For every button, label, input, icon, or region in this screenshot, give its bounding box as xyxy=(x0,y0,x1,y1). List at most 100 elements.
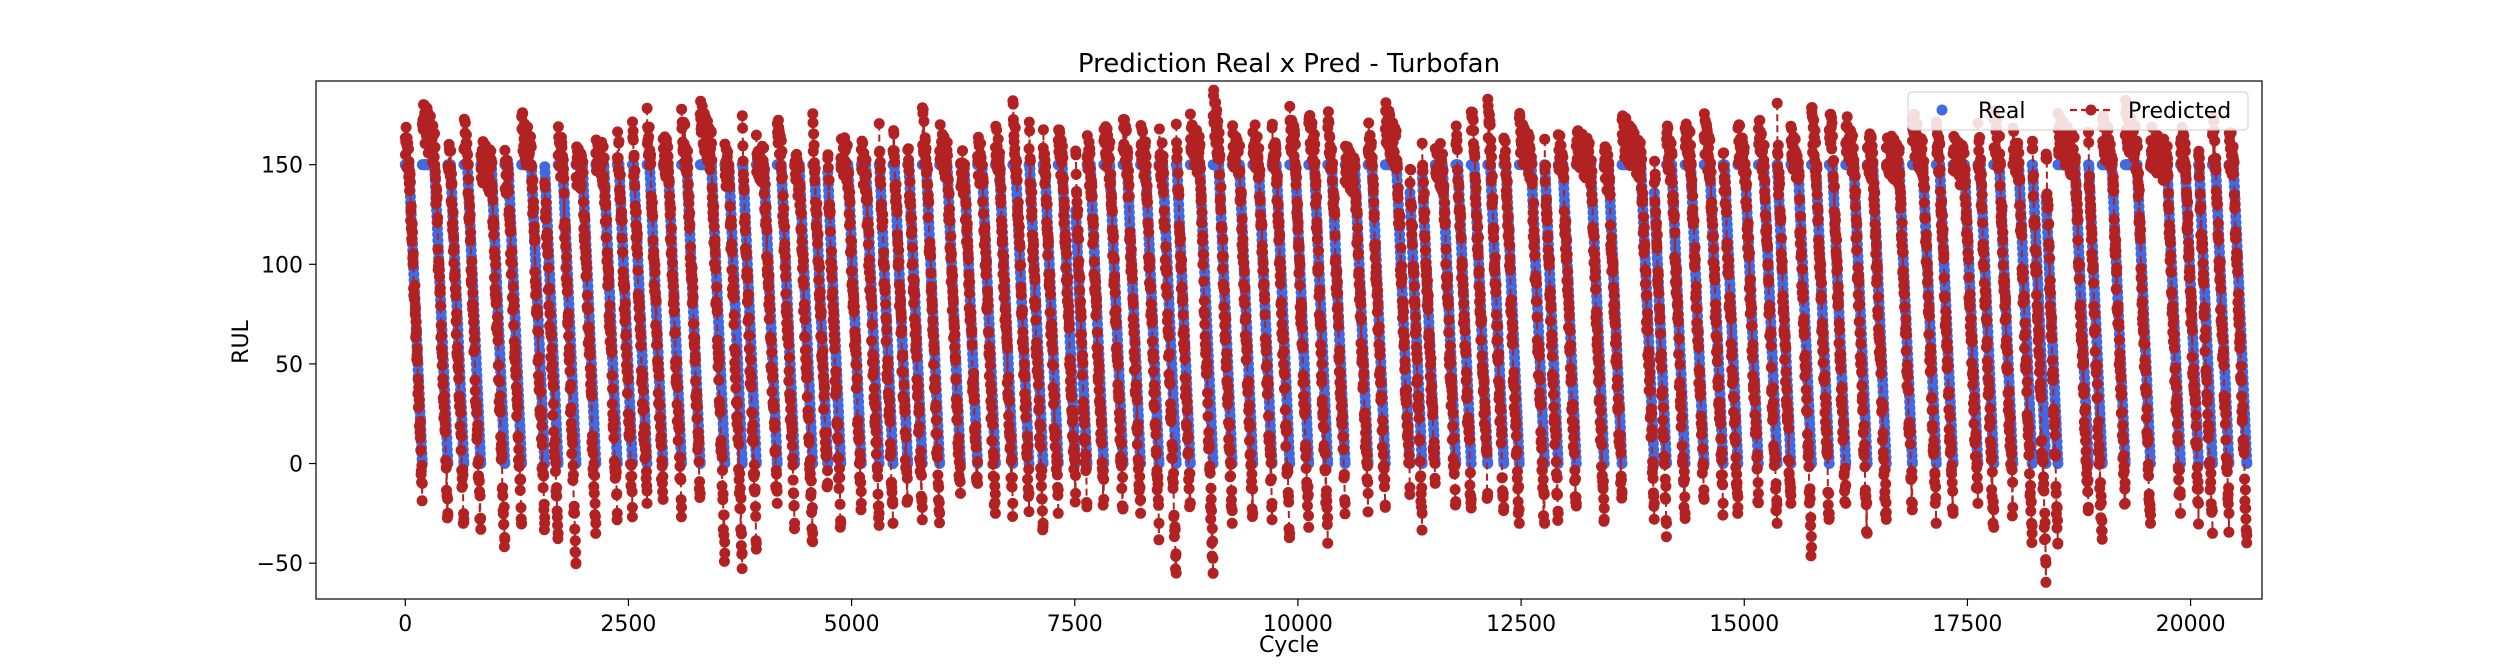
predicted-engine-points xyxy=(1907,108,1942,529)
predicted-engine-points xyxy=(972,131,1001,519)
predicted-engine-points xyxy=(2040,148,2064,550)
predicted-engine-points xyxy=(1482,93,1510,517)
predicted-engine-points xyxy=(2207,112,2235,538)
x-tick-label: 20000 xyxy=(2156,612,2226,637)
legend-real-label: Real xyxy=(1978,99,2025,124)
predicted-engine-points xyxy=(1679,118,1710,505)
predicted-engine-points xyxy=(1823,108,1852,509)
x-tick-label: 5000 xyxy=(824,612,880,637)
predicted-engine-points xyxy=(887,125,914,508)
x-axis: 0 2500 5000 7500 10000 12500 15000 17500 20000 xyxy=(398,599,2226,637)
predicted-engine-points xyxy=(934,119,966,499)
predicted-engine-points xyxy=(1379,97,1416,500)
predicted-engine-points xyxy=(822,149,847,533)
predicted-engine-points xyxy=(399,121,428,507)
predicted-engine-points xyxy=(2145,121,2186,519)
predicted-engine-points xyxy=(627,116,653,509)
predicted-engine-points xyxy=(1880,130,1918,516)
predicted-engine-points xyxy=(1598,141,1628,504)
y-tick-label: 50 xyxy=(275,353,303,378)
predicted-engine-points xyxy=(1153,123,1182,579)
predicted-engine-points xyxy=(1362,117,1391,513)
predicted-engine-points xyxy=(1661,120,1691,524)
predicted-engine-points xyxy=(2223,127,2253,549)
predicted-engine-points xyxy=(499,144,528,530)
predicted-engine-points xyxy=(990,120,1019,522)
predicted-engine-points xyxy=(552,121,582,570)
predicted-engine-points xyxy=(1806,102,1835,525)
predicted-engine-points xyxy=(1785,120,1817,562)
predicted-engine-points xyxy=(1648,155,1672,543)
predicted-engine-points xyxy=(1861,128,1892,525)
predicted-engine-points xyxy=(475,136,511,553)
predicted-engine-points xyxy=(1429,138,1462,511)
x-tick-label: 17500 xyxy=(1932,612,2002,637)
predicted-engine-points xyxy=(1303,110,1334,549)
predicted-engine-points xyxy=(676,103,706,503)
predicted-engine-points xyxy=(442,138,470,529)
predicted-engine-points xyxy=(1170,118,1196,513)
y-axis: −50 0 50 100 150 xyxy=(257,154,316,577)
predicted-engine-points xyxy=(719,138,748,575)
predicted-engine-points xyxy=(855,135,885,531)
predicted-engine-points xyxy=(1840,111,1873,539)
predicted-engine-points xyxy=(539,177,564,545)
legend-predicted-marker xyxy=(2085,104,2097,116)
predicted-engine-points xyxy=(1007,95,1035,518)
x-tick-label: 12500 xyxy=(1486,612,1556,637)
x-tick-label: 7500 xyxy=(1047,612,1103,637)
predicted-engine-points xyxy=(807,108,834,493)
predicted-engine-points xyxy=(1552,129,1582,512)
predicted-engine-points xyxy=(1184,108,1219,579)
predicted-engine-points xyxy=(516,107,551,536)
legend: Real Predicted xyxy=(1907,91,2249,131)
predicted-engine-points xyxy=(2193,145,2218,539)
predicted-engine-points xyxy=(1339,140,1374,518)
predicted-engine-points xyxy=(1753,114,1783,529)
predicted-engine-points xyxy=(1052,124,1082,508)
predicted-engine-points xyxy=(1416,137,1441,489)
predicted-engine-points xyxy=(2007,122,2038,549)
predicted-engine-points xyxy=(1947,130,1984,509)
x-tick-label: 15000 xyxy=(1709,612,1779,637)
predicted-engine-points xyxy=(736,110,762,555)
predicted-engine-points xyxy=(1771,97,1797,509)
predicted-engine-points xyxy=(2083,126,2108,545)
y-tick-label: 0 xyxy=(289,453,303,478)
predicted-engine-points xyxy=(570,141,602,539)
predicted-engine-points xyxy=(1023,116,1049,536)
predicted-engine-points xyxy=(1404,163,1428,536)
predicted-engine-points xyxy=(1498,132,1525,529)
axes-frame xyxy=(315,80,2263,600)
legend-real-marker xyxy=(1936,104,1948,116)
x-axis-label: Cycle xyxy=(1259,633,1319,658)
predicted-engine-points xyxy=(1465,106,1494,504)
predicted-engine-points xyxy=(902,143,928,526)
predicted-engine-points xyxy=(458,113,487,535)
predicted-engine-points xyxy=(2175,121,2204,530)
predicted-engine-points xyxy=(641,102,669,505)
predicted-engine-points xyxy=(1322,106,1351,520)
x-tick-label: 0 xyxy=(398,612,412,637)
predicted-engine-points xyxy=(1698,108,1729,521)
predicted-engine-points xyxy=(1616,110,1660,525)
predicted-engine-points xyxy=(416,99,454,524)
legend-box xyxy=(1907,91,2249,131)
predicted-engine-points xyxy=(1570,125,1610,527)
predicted-engine-points xyxy=(1135,120,1165,546)
predicted-engine-points xyxy=(1226,120,1259,523)
predicted-engine-points xyxy=(1450,120,1477,514)
predicted-engine-points xyxy=(1284,100,1315,533)
predicted-engine-points xyxy=(1266,118,1296,544)
predicted-engine-points xyxy=(694,95,731,567)
predicted-engine-points xyxy=(1717,147,1744,519)
predicted-engine-points xyxy=(1732,119,1764,509)
y-tick-label: 150 xyxy=(261,154,303,179)
series-predicted xyxy=(399,84,2253,588)
predicted-engine-points xyxy=(1037,124,1064,519)
predicted-engine-points xyxy=(916,102,946,529)
chart-title: Prediction Real x Pred - Turbofan xyxy=(1078,49,1500,79)
predicted-engine-points xyxy=(611,126,638,523)
predicted-engine-points xyxy=(1070,145,1093,513)
